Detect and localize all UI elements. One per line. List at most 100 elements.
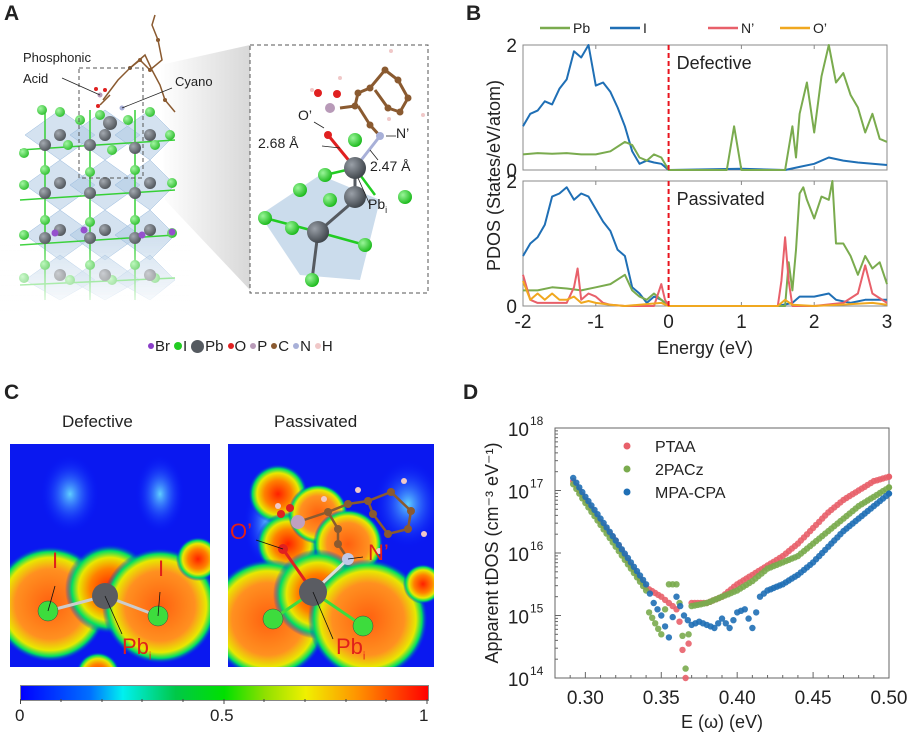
data-point [655, 625, 662, 632]
zoom-cone [160, 45, 250, 290]
zoom-region-box [78, 67, 144, 179]
x-tick-label: 0 [663, 312, 674, 333]
colorbar-min-label: 0 [15, 706, 25, 725]
label-cyano: Cyano [175, 74, 213, 89]
label-n-prime-c: N’ [368, 540, 389, 565]
y-tick-label: 2 [506, 172, 517, 193]
legend-marker [623, 465, 631, 473]
atom-legend-label: C [278, 337, 290, 355]
x-tick-label: 0.45 [795, 688, 832, 709]
atom-legend-label: Br [155, 337, 170, 355]
panel-label-c: C [4, 381, 20, 404]
legend-label: O’ [813, 20, 827, 36]
elf-map-defective [10, 444, 210, 667]
perovskite-lattice [0, 105, 190, 315]
atom-legend-item: Pb [191, 338, 224, 355]
legend-label: N’ [741, 20, 754, 36]
atom-legend-label: I [183, 337, 188, 355]
y-tick-label: 0 [506, 161, 517, 182]
data-point [658, 631, 665, 638]
data-point [570, 474, 577, 482]
data-point [676, 618, 683, 625]
panel-label-a: A [4, 2, 20, 25]
data-point [715, 620, 722, 627]
y-tick-exponent: 17 [530, 477, 544, 491]
atom-legend-item: H [314, 338, 333, 355]
atom-legend-label: O [234, 337, 247, 355]
data-point [645, 609, 653, 616]
data-point [642, 581, 650, 588]
legend-label: 2PACz [655, 462, 704, 479]
label-n-prime: N’ [396, 125, 410, 141]
series-line-pb [522, 44, 888, 171]
data-point [661, 606, 669, 613]
x-tick-label: 0.40 [719, 688, 756, 709]
atom-br-swatch [148, 343, 154, 349]
data-point [684, 617, 691, 624]
panel-a-structure [0, 14, 429, 315]
data-point [885, 490, 893, 497]
subplot-title: Defective [677, 53, 752, 73]
label-pb-sub: i [148, 650, 152, 663]
data-point [680, 612, 688, 619]
title-defective: Defective [62, 412, 133, 431]
data-point [669, 613, 676, 621]
data-point [576, 484, 583, 491]
panel-label-b: B [466, 2, 482, 25]
data-point [654, 606, 661, 613]
label-i-left: I [52, 548, 59, 573]
y-tick-label: 10 [508, 670, 529, 691]
data-point [711, 624, 718, 632]
atom-legend-item: C [271, 338, 289, 355]
label-distance-n: 2.47 Å [370, 158, 411, 174]
x-tick-label: 0.35 [643, 688, 680, 709]
colorbar-ticks [20, 699, 428, 704]
atom-o-swatch [227, 343, 234, 349]
x-tick-label: 0.50 [871, 688, 908, 709]
atom-pb-swatch [191, 339, 205, 353]
y-tick-label: 10 [508, 420, 529, 441]
label-pb-sub: i [385, 204, 388, 215]
data-point [677, 602, 684, 610]
phosphonic-arrow [61, 77, 101, 96]
cyano-arrow [121, 87, 173, 109]
series-mpa-cpa [570, 474, 893, 641]
atom-h-swatch [314, 343, 321, 349]
label-pbi-defective: Pbi [122, 634, 151, 662]
data-point [745, 615, 752, 622]
plot-frame [554, 427, 890, 679]
data-point [646, 590, 654, 597]
label-distance-o: 2.68 Å [258, 135, 299, 151]
y-tick-label: 10 [508, 483, 529, 504]
y-tick-exponent: 14 [530, 664, 544, 678]
atom-legend-item: P [250, 338, 267, 355]
atom-legend-item: N [293, 338, 311, 355]
label-pb-sub: i [362, 650, 366, 663]
x-tick-label: 1 [736, 312, 747, 333]
series-ptaa [570, 473, 893, 682]
data-point [685, 631, 692, 638]
series-line-i [522, 186, 887, 307]
x-tick-label: -2 [515, 312, 532, 333]
series-2pacz [570, 481, 893, 672]
legend-marker [623, 488, 631, 496]
data-point [718, 615, 726, 622]
legend-label: Pb [573, 20, 590, 36]
zoom-inset-structure [258, 49, 425, 287]
data-point [753, 609, 760, 616]
y-tick-label: 0 [506, 297, 517, 318]
data-point [673, 581, 680, 588]
label-phosphonic: Phosphonic [23, 50, 91, 65]
x-tick-label: 3 [882, 312, 893, 333]
series-line-i [522, 44, 888, 171]
legend-marker [623, 442, 631, 450]
atom-legend-label: N [300, 337, 311, 355]
legend-label: PTAA [655, 439, 696, 456]
data-point [682, 665, 689, 672]
data-point [885, 473, 893, 480]
data-point [679, 632, 686, 639]
data-point [679, 646, 686, 654]
label-pbi-passivated: Pbi [336, 634, 365, 662]
